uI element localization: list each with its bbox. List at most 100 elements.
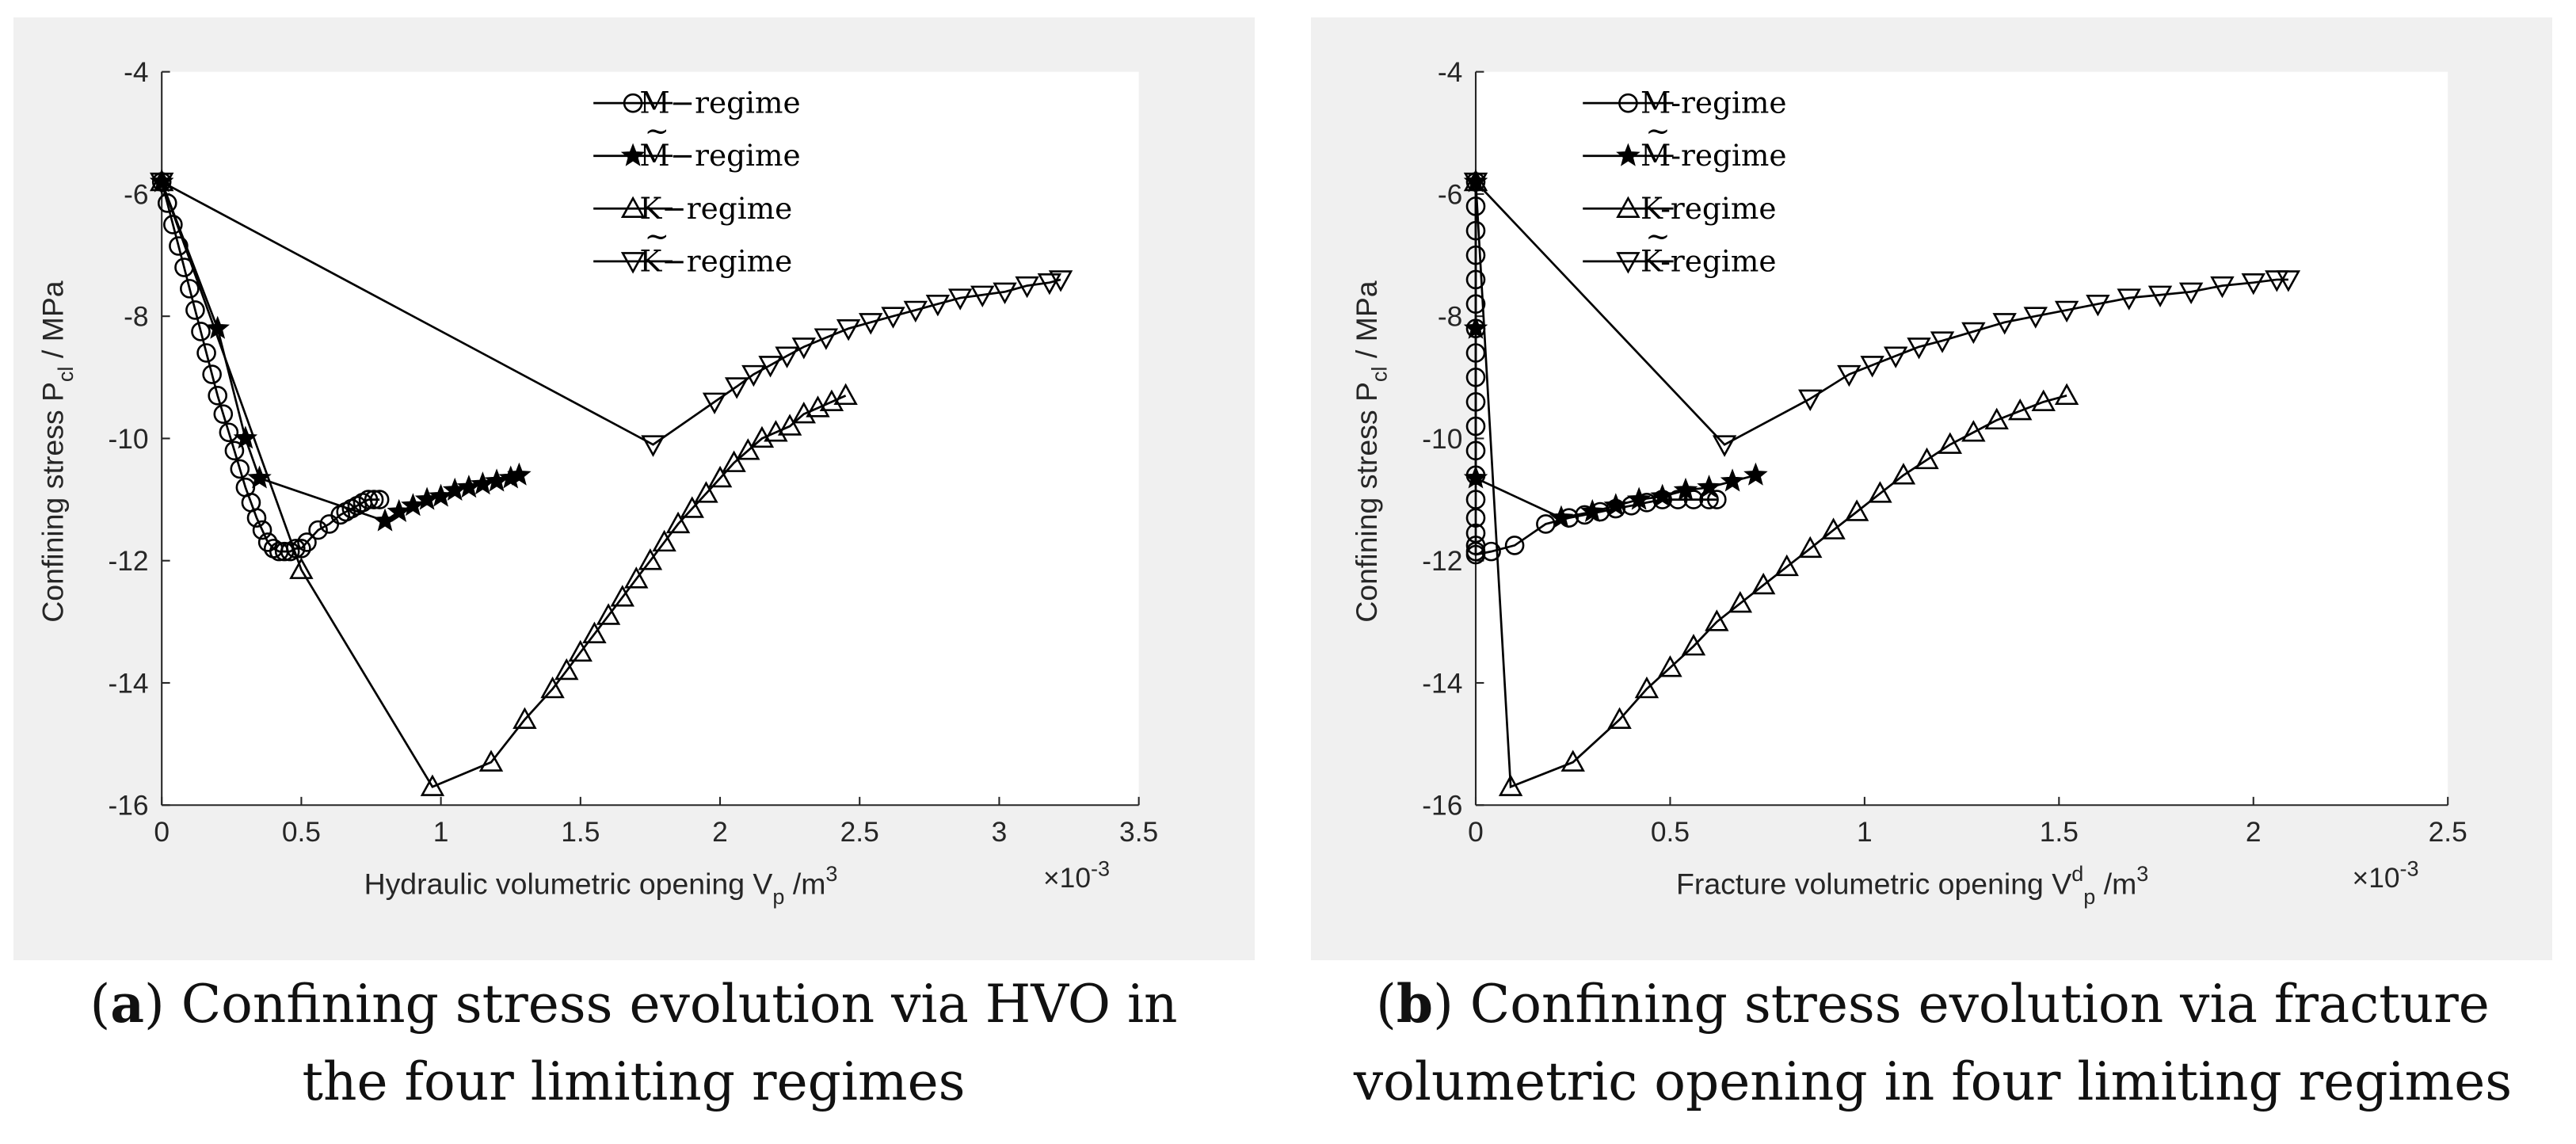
data-point [2241, 273, 2265, 296]
data-point [180, 279, 200, 299]
y-tick-label: -8 [1438, 302, 1462, 333]
plot-area [162, 71, 1139, 806]
data-point [1607, 707, 1632, 729]
data-point [1465, 508, 1486, 528]
legend-tilde: ~ [645, 113, 669, 148]
data-point [2054, 383, 2079, 406]
data-point [859, 313, 883, 335]
y-axis-label: Confining stress Pcl / MPa [1350, 280, 1391, 623]
x-tick-label: 3.5 [1119, 817, 1158, 848]
data-point [836, 319, 861, 341]
x-tick-label: 2 [2246, 817, 2262, 848]
data-point [2031, 389, 2056, 411]
data-point [2265, 270, 2289, 292]
data-point [1907, 337, 1931, 360]
data-point [652, 529, 676, 552]
data-point [758, 356, 783, 378]
data-point [1961, 420, 1986, 442]
data-point [1536, 514, 1556, 534]
data-point [1658, 655, 1682, 677]
data-point [2178, 282, 2204, 304]
data-point [1868, 481, 1892, 503]
caption-b-letter: b [1396, 973, 1434, 1035]
data-point [478, 749, 504, 772]
legend-marker [1616, 143, 1640, 166]
data-point [1915, 447, 1939, 470]
data-point [1930, 331, 1955, 353]
x-tick-label: 0.5 [282, 817, 321, 848]
data-point [149, 172, 174, 195]
y-tick-label: -14 [108, 668, 148, 699]
caption-a: (a) Confining stress evolution via HVO i… [90, 973, 1178, 1112]
data-point [1728, 590, 1753, 613]
data-point [1626, 486, 1652, 510]
data-point [1463, 172, 1488, 195]
data-point [1549, 505, 1574, 528]
chart-b-svg: 0 0.5 1 1.5 2 2.5 -16 -14 -12 -10 -8 -6 -4 ×10-3 Fract… [1350, 57, 2467, 909]
data-point [1580, 498, 1605, 522]
legend-marker [623, 93, 643, 113]
x-tick-label: 1 [1857, 817, 1873, 848]
data-point [993, 282, 1017, 304]
data-point [1683, 490, 1704, 509]
data-point [1751, 572, 1776, 595]
data-point [513, 707, 537, 729]
data-point [230, 459, 250, 479]
data-point [387, 498, 411, 522]
data-point [2054, 300, 2079, 323]
x-tick-label: 0 [154, 817, 170, 848]
data-point [224, 440, 245, 461]
data-point [196, 343, 216, 363]
x-tick-label: 2.5 [2429, 817, 2467, 848]
legend-tilde: ~ [1645, 113, 1670, 148]
legend-marker [1618, 93, 1638, 113]
data-point [833, 383, 858, 406]
caption-b: (b) Confining stress evolution via fract… [1353, 973, 2513, 1112]
legend-tilde: ~ [1645, 219, 1670, 254]
data-point [554, 658, 579, 681]
data-point [736, 438, 760, 460]
legend-marker [1616, 196, 1640, 218]
data-point [1498, 774, 1523, 796]
y-tick-label: -8 [124, 302, 148, 333]
data-point [507, 462, 532, 486]
data-point [1634, 676, 1660, 699]
data-point [680, 496, 704, 518]
data-point [814, 328, 839, 350]
data-point [246, 508, 267, 528]
legend-label: M-regime [1640, 138, 1787, 173]
chart-panel-b: 0 0.5 1 1.5 2 2.5 -16 -14 -12 -10 -8 -6 -4 ×10-3 Fract… [1311, 17, 2552, 960]
data-point [1938, 432, 1963, 454]
data-point [1705, 609, 1729, 631]
data-point [1720, 468, 1745, 492]
data-point [401, 493, 425, 517]
data-point [191, 322, 211, 341]
legend-marker [620, 252, 646, 274]
data-point [420, 774, 445, 796]
x-axis-label: Fracture volumetric opening Vdp /m3 [1676, 862, 2148, 909]
data-point [185, 300, 205, 320]
y-tick-label: -6 [1438, 179, 1462, 210]
caption-a-line2: the four limiting regimes [302, 1051, 966, 1112]
data-point [1603, 493, 1629, 517]
chart-a-svg: 0 0.5 1 1.5 2 2.5 3 3.5 -16 -14 -12 -10 -8 -6 -4 ×10-3 H… [36, 57, 1158, 909]
data-point [638, 548, 663, 570]
data-point [724, 377, 749, 399]
series-1-star [149, 169, 532, 532]
data-point [568, 639, 593, 662]
data-point [903, 300, 928, 323]
data-point [582, 621, 607, 644]
series-3-triangle-down [149, 172, 1073, 457]
data-point [1883, 346, 1908, 368]
series-line [1474, 181, 2067, 789]
data-point [707, 465, 733, 488]
series-line [160, 181, 847, 788]
x-multiplier-label: ×10-3 [2353, 857, 2419, 894]
legend-marker [620, 143, 646, 166]
y-tick-label: -10 [1422, 424, 1462, 455]
data-point [665, 511, 691, 534]
data-point [1774, 554, 1799, 577]
series-3-triangle-down [1463, 172, 2301, 457]
